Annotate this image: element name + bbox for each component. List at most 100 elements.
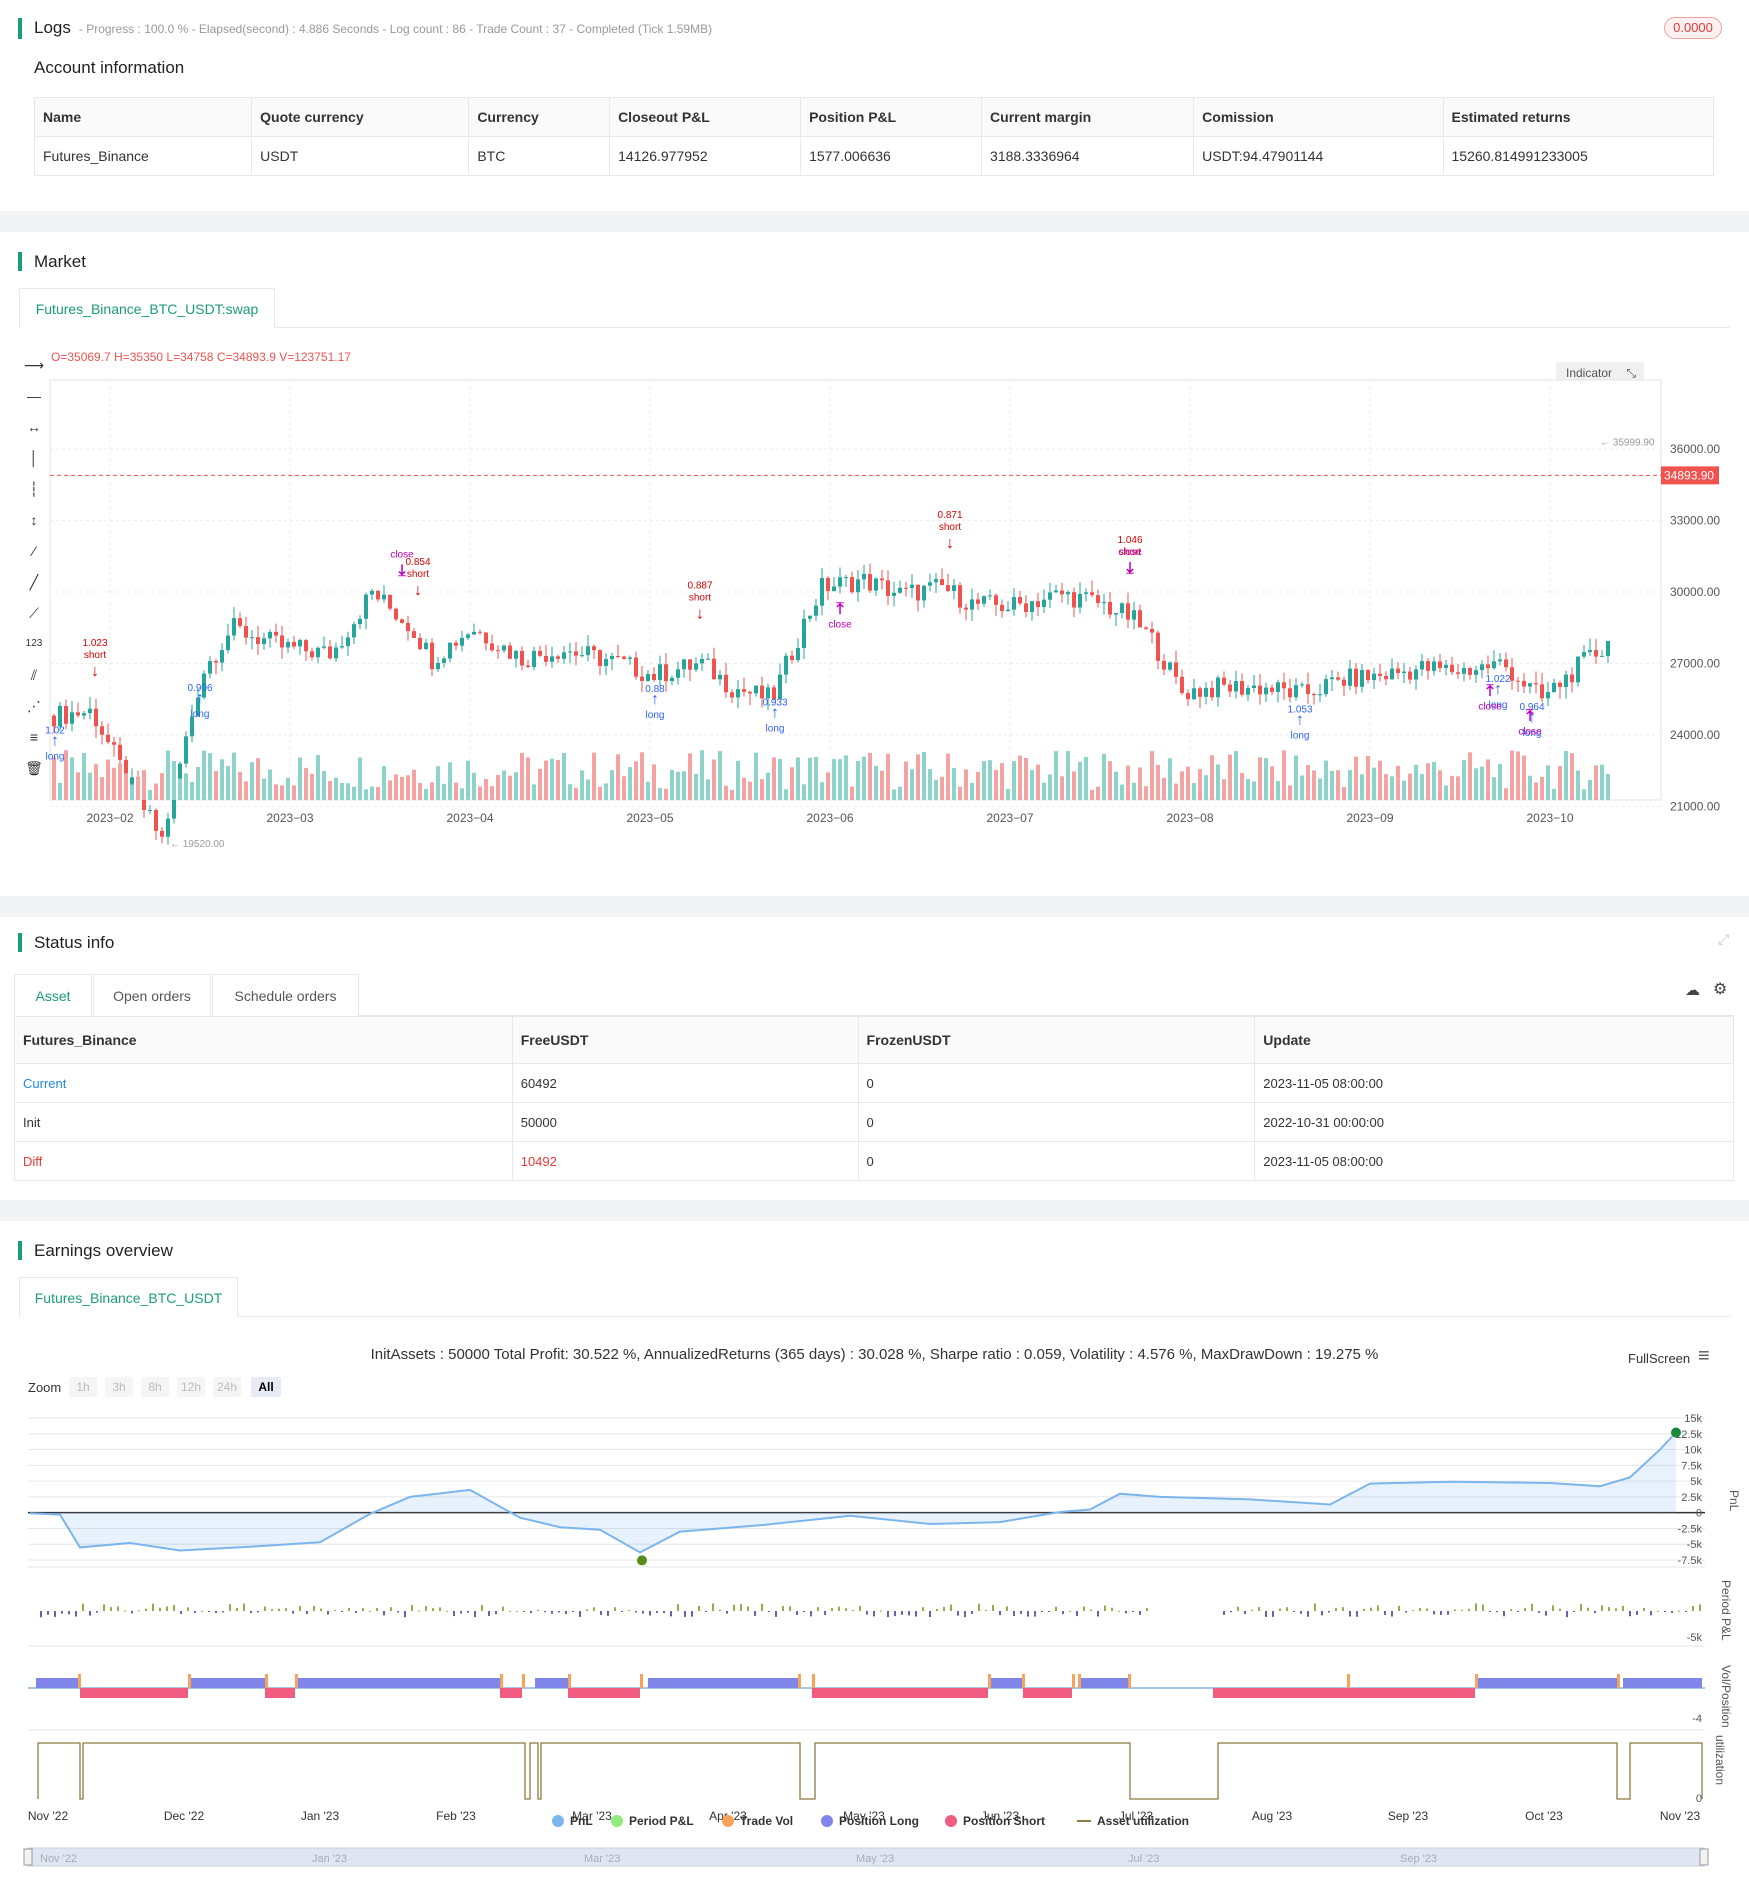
y-tick-label: 36000.00 bbox=[1670, 442, 1720, 456]
extended-line-icon[interactable]: ↔ bbox=[27, 419, 41, 435]
volume-bar bbox=[784, 789, 788, 800]
signal-value: 1.046 bbox=[1117, 535, 1142, 546]
zoom-8h-button[interactable]: 8h bbox=[141, 1377, 169, 1397]
y-tick-label: 27000.00 bbox=[1670, 657, 1720, 671]
navigator-handle-right[interactable] bbox=[1699, 1848, 1709, 1866]
candle-body bbox=[730, 692, 734, 698]
legend-item[interactable]: Period P&L bbox=[629, 1814, 694, 1828]
volume-bar bbox=[124, 773, 128, 800]
period-pnl-bar bbox=[89, 1611, 91, 1616]
gear-icon[interactable]: ⚙ bbox=[1713, 981, 1728, 998]
zoom-1h-button[interactable]: 1h bbox=[69, 1377, 97, 1397]
volume-bar bbox=[340, 783, 344, 800]
position-long-bar bbox=[1623, 1678, 1702, 1688]
tab-market-symbol[interactable]: Futures_Binance_BTC_USDT:swap bbox=[19, 288, 275, 328]
volume-bar bbox=[1192, 783, 1196, 800]
candle-body bbox=[694, 663, 698, 670]
volume-bar bbox=[1096, 786, 1100, 800]
signal-arrow: ↓ bbox=[696, 606, 704, 623]
x-tick-label: Mar '23 bbox=[572, 1809, 612, 1823]
period-pnl-bar bbox=[565, 1611, 567, 1615]
candle-body bbox=[508, 645, 512, 659]
vertical-arrow-icon[interactable]: ↕ bbox=[30, 512, 38, 528]
volume-bar bbox=[886, 753, 890, 800]
period-pnl-bar bbox=[362, 1608, 364, 1611]
candle-body bbox=[1426, 661, 1430, 671]
period-pnl-bar bbox=[1608, 1607, 1610, 1611]
candle-body bbox=[1420, 661, 1424, 670]
segment-icon[interactable]: ⟋ bbox=[29, 605, 39, 621]
candle-body bbox=[424, 642, 428, 650]
trend-line-icon[interactable]: ⁄ bbox=[32, 543, 36, 559]
candlestick-chart[interactable]: 36000.00 33000.00 30000.00 27000.00 24000.00… bbox=[0, 332, 1749, 896]
row-name: Current bbox=[14, 1063, 513, 1103]
candle-body bbox=[478, 631, 482, 633]
period-pnl-bar bbox=[733, 1604, 735, 1611]
vertical-segment-icon[interactable]: ┆ bbox=[29, 481, 39, 497]
candle-body bbox=[1390, 668, 1394, 680]
period-pnl-bar bbox=[166, 1606, 168, 1611]
earnings-chart[interactable]: 15k 12.5k 10k 7.5k 5k 2.5k 0 -2.5k -5k -7.5k PnL -5… bbox=[0, 1400, 1749, 1897]
legend-item[interactable]: PnL bbox=[570, 1814, 593, 1828]
trash-icon[interactable]: 🗑 bbox=[25, 760, 43, 776]
zoom-all-button[interactable]: All bbox=[251, 1377, 281, 1397]
tab-open-orders[interactable]: Open orders bbox=[93, 974, 211, 1016]
horizontal-ray-icon[interactable]: — bbox=[27, 388, 41, 404]
volume-bar bbox=[1366, 756, 1370, 800]
y-tick-label: -2.5k bbox=[1678, 1523, 1703, 1535]
zoom-3h-button[interactable]: 3h bbox=[105, 1377, 133, 1397]
cloud-download-icon[interactable]: ☁ bbox=[1685, 982, 1700, 999]
volume-bar bbox=[220, 759, 224, 800]
tab-earnings-symbol[interactable]: Futures_Binance_BTC_USDT bbox=[19, 1277, 238, 1317]
candle-body bbox=[1348, 668, 1352, 686]
volume-bar bbox=[148, 789, 152, 800]
price-line-icon[interactable]: 123 bbox=[25, 638, 43, 649]
candle-body bbox=[856, 579, 860, 593]
signal-arrow: ↑ bbox=[1494, 681, 1502, 698]
tab-schedule-orders[interactable]: Schedule orders bbox=[212, 974, 359, 1016]
period-pnl-bar bbox=[299, 1606, 301, 1611]
trade-vol-bar bbox=[1475, 1674, 1478, 1688]
vertical-line-icon[interactable]: │ bbox=[29, 450, 39, 466]
signal-label: short bbox=[84, 650, 106, 661]
candle-body bbox=[868, 574, 872, 591]
volume-bar bbox=[196, 766, 200, 800]
legend-item[interactable]: Position Long bbox=[839, 1814, 919, 1828]
menu-icon[interactable]: ≡ bbox=[1698, 1345, 1710, 1367]
indicator-button[interactable]: Indicator ⤡ bbox=[1556, 362, 1644, 384]
signal-value: 0.854 bbox=[405, 557, 430, 568]
legend-item[interactable]: Asset utilization bbox=[1097, 1814, 1189, 1828]
y-tick-label: 0 bbox=[1696, 1508, 1702, 1520]
parallel-channel-icon[interactable]: ⫽ bbox=[30, 667, 38, 683]
expand-icon[interactable]: ⤢ bbox=[1718, 931, 1730, 947]
period-pnl-bar bbox=[530, 1611, 532, 1614]
logs-progress: - Progress : 100.0 % - Elapsed(second) :… bbox=[78, 22, 713, 36]
navigator-handle-left[interactable] bbox=[23, 1848, 33, 1866]
period-pnl-bar bbox=[376, 1607, 378, 1611]
position-short-bar bbox=[1023, 1688, 1072, 1698]
ray-line-icon[interactable]: ╱ bbox=[29, 574, 39, 590]
candle-body bbox=[316, 647, 320, 658]
fibonacci-icon[interactable]: ⋰ bbox=[27, 698, 41, 714]
zoom-24h-button[interactable]: 24h bbox=[213, 1377, 241, 1397]
period-pnl-bar bbox=[40, 1611, 42, 1618]
tab-asset[interactable]: Asset bbox=[14, 974, 92, 1016]
volume-bar bbox=[436, 766, 440, 800]
legend-item[interactable]: Position Short bbox=[963, 1814, 1045, 1828]
volume-bar bbox=[1432, 761, 1436, 800]
fullscreen-button[interactable]: FullScreen bbox=[1628, 1351, 1691, 1366]
volume-bar bbox=[382, 766, 386, 800]
ohlc-readout: O=35069.7 H=35350 L=34758 C=34893.9 V=12… bbox=[51, 350, 351, 364]
legend-item[interactable]: Trade Vol bbox=[740, 1814, 793, 1828]
candle-body bbox=[1528, 683, 1532, 687]
period-pnl-bar bbox=[124, 1610, 126, 1612]
zoom-12h-button[interactable]: 12h bbox=[177, 1377, 205, 1397]
volume-bar bbox=[1390, 776, 1394, 800]
volume-bar bbox=[766, 772, 770, 800]
horizontal-line-icon[interactable]: ⟶ bbox=[24, 357, 45, 373]
volume-bar bbox=[160, 773, 164, 800]
earnings-title: Earnings overview bbox=[18, 1241, 173, 1260]
candle-body bbox=[1204, 687, 1208, 697]
candle-body bbox=[874, 578, 878, 591]
fib-levels-icon[interactable]: ≡ bbox=[29, 729, 39, 745]
